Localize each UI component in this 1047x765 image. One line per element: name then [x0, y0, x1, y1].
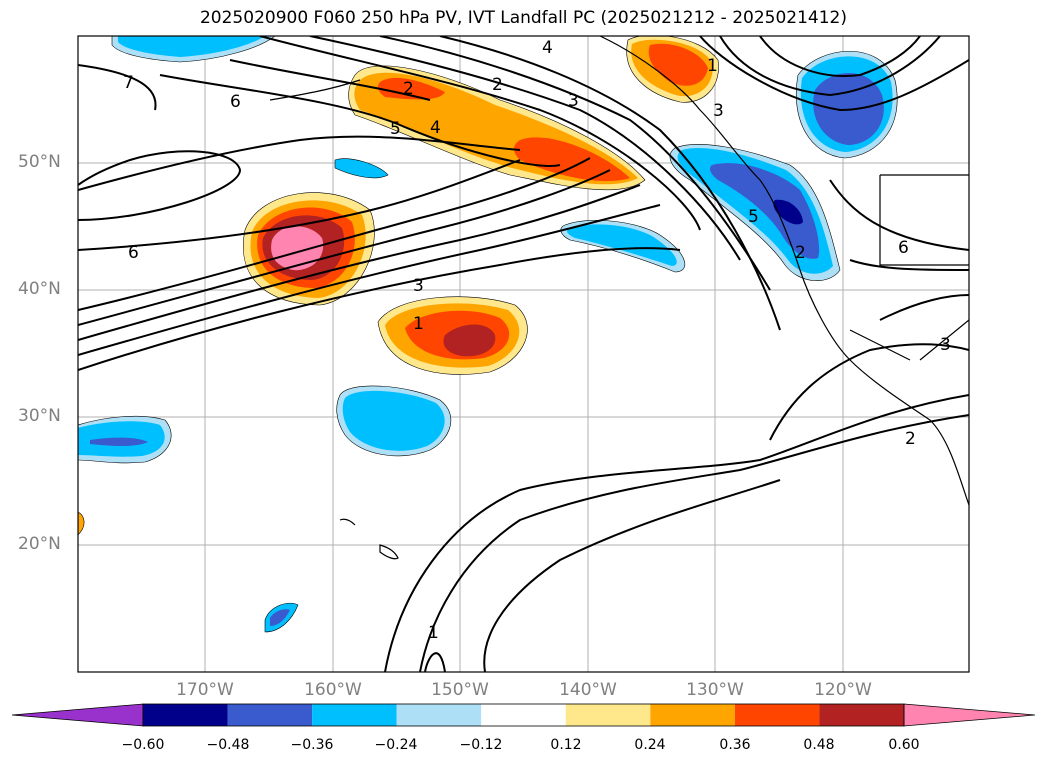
colorbar-cell [481, 704, 566, 726]
contour-line [483, 479, 781, 672]
contour-label: 6 [128, 243, 139, 263]
contour-label: 4 [430, 118, 441, 138]
contour-label: 2 [403, 79, 414, 99]
contour-labels: 7 6 5 4 3 2 1 4 3 2 1 6 3 1 2 5 6 3 2 [123, 38, 951, 643]
colorbar-tick: −0.48 [206, 737, 250, 753]
colorbar-tick: 0.60 [888, 737, 920, 753]
contour-line [419, 414, 969, 672]
contour-label: 5 [748, 207, 759, 227]
colorbar-tick: −0.12 [459, 737, 503, 753]
contour-line [78, 184, 641, 341]
colorbar-cell [819, 704, 904, 726]
contour-label: 4 [542, 38, 553, 58]
contour-label: 6 [898, 238, 909, 258]
lon-label: 160°W [304, 680, 362, 700]
contour-label: 1 [413, 314, 424, 334]
contour-line [78, 135, 521, 191]
contour-label: 3 [413, 276, 424, 296]
contour-line [699, 36, 969, 112]
coastline [269, 36, 969, 560]
contour-line [384, 394, 969, 672]
contour-line [309, 36, 741, 261]
map-frame [77, 35, 970, 673]
contour-line [259, 36, 701, 231]
colorbar-tick: 0.12 [550, 737, 582, 753]
lat-label: 20°N [18, 534, 61, 554]
contour-line [229, 59, 431, 101]
ivt-contours [78, 36, 969, 672]
contour-label: 2 [795, 243, 806, 263]
colorbar-tick: 0.36 [719, 737, 751, 753]
colorbar [11, 703, 1036, 727]
contour-line [78, 204, 661, 356]
colorbar-cell [227, 704, 313, 726]
contour-line [759, 36, 921, 77]
colorbar-frame [142, 703, 905, 727]
contour-label: 3 [713, 101, 724, 121]
contour-line [769, 343, 969, 441]
contour-line [78, 159, 521, 251]
contour-line [719, 36, 941, 97]
contour-label: 3 [940, 335, 951, 355]
lon-label: 130°W [686, 680, 744, 700]
contour-line [159, 74, 561, 167]
colorbar-cell [396, 704, 482, 726]
contour-line [78, 169, 611, 326]
contour-label: 2 [492, 75, 503, 95]
contour-label: 1 [428, 623, 439, 643]
colorbar-tick: 0.48 [803, 737, 835, 753]
contour-line [78, 247, 681, 371]
pv-shading [78, 36, 898, 633]
contour-line [829, 179, 969, 251]
colorbar-extend-high [903, 703, 1036, 727]
lat-label: 50°N [18, 152, 61, 172]
lon-label: 170°W [176, 680, 234, 700]
lon-label: 150°W [431, 680, 489, 700]
map-plot: 7 6 5 4 3 2 1 4 3 2 1 6 3 1 2 5 6 3 2 [77, 35, 970, 673]
contour-line [78, 64, 157, 111]
contour-line [439, 36, 781, 331]
colorbar-tick: −0.36 [290, 737, 334, 753]
contour-label: 5 [390, 119, 401, 139]
lon-label: 140°W [559, 680, 617, 700]
contour-label: 7 [123, 73, 134, 93]
colorbar-tick: −0.24 [374, 737, 418, 753]
lat-label: 40°N [18, 279, 61, 299]
contour-label: 6 [230, 92, 241, 112]
colorbar-cell [650, 704, 735, 726]
contour-line [849, 259, 969, 271]
colorbar-tick: −0.60 [121, 737, 165, 753]
colorbar-extend-low [11, 703, 144, 727]
colorbar-cell [143, 704, 228, 726]
contour-line [78, 157, 591, 311]
contour-label: 3 [568, 91, 579, 111]
colorbar-cell [734, 704, 820, 726]
lat-label: 30°N [18, 406, 61, 426]
contour-line [879, 294, 969, 321]
map-title: 2025020900 F060 250 hPa PV, IVT Landfall… [199, 8, 847, 28]
colorbar-cell [565, 704, 651, 726]
contour-line [78, 150, 242, 221]
colorbar-cell [312, 704, 397, 726]
contour-line [379, 36, 771, 291]
lon-label: 120°W [814, 680, 872, 700]
colorbar-tick: 0.24 [634, 737, 666, 753]
contour-line [424, 652, 446, 672]
contour-label: 2 [905, 429, 916, 449]
contour-label: 1 [707, 56, 718, 76]
